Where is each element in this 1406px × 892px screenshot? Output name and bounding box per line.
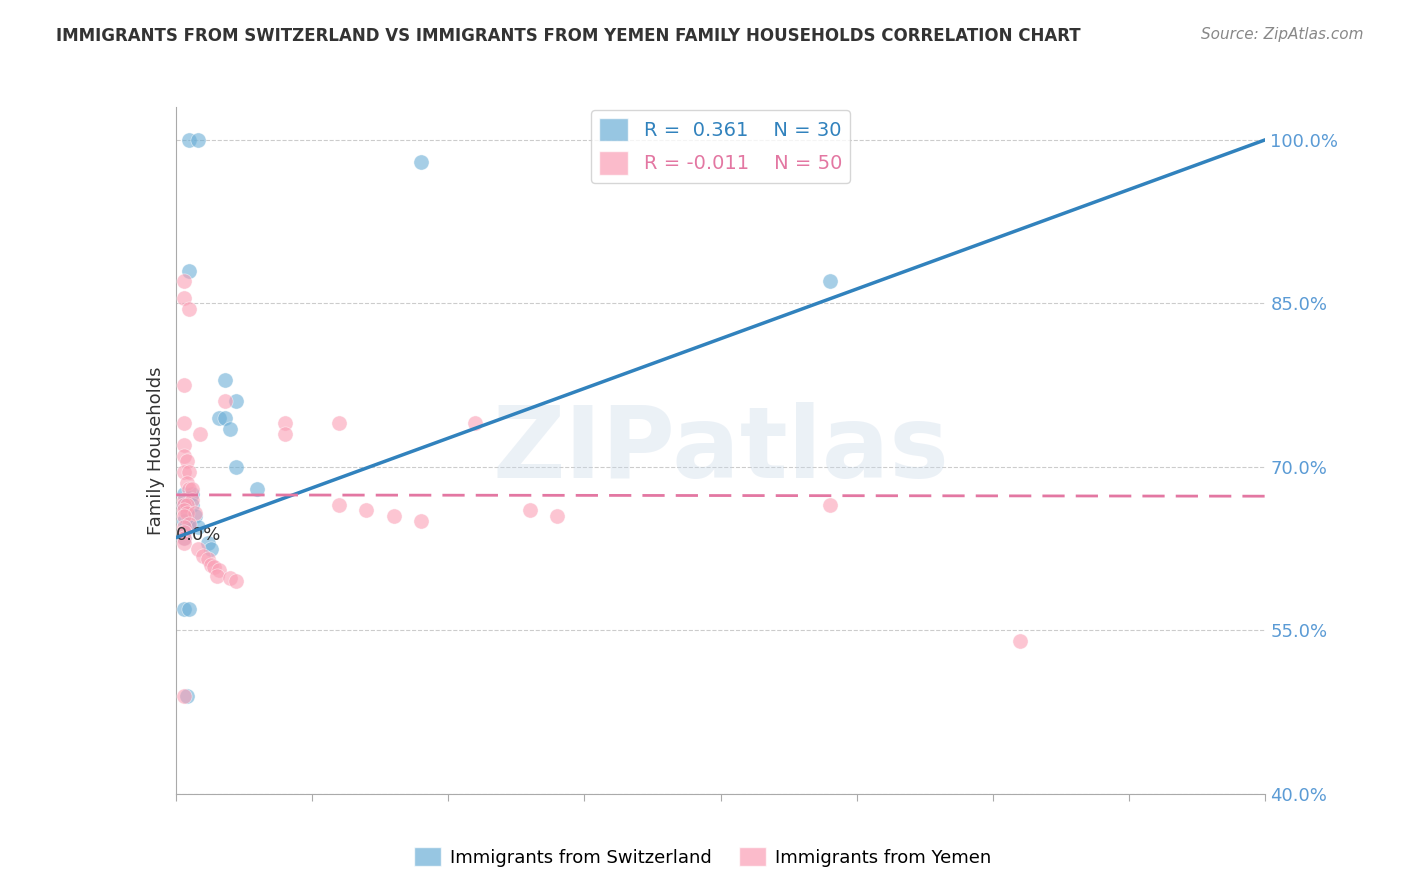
Point — [173, 438, 195, 452]
Point — [205, 569, 228, 583]
Point — [173, 487, 195, 501]
Point — [200, 558, 222, 572]
Point — [181, 487, 204, 501]
Point — [173, 492, 195, 507]
Point — [200, 541, 222, 556]
Point — [246, 482, 269, 496]
Point — [173, 601, 195, 615]
Point — [818, 275, 841, 289]
Point — [176, 506, 198, 520]
Point — [274, 416, 297, 430]
Point — [173, 514, 195, 528]
Legend: Immigrants from Switzerland, Immigrants from Yemen: Immigrants from Switzerland, Immigrants … — [408, 840, 998, 874]
Text: Source: ZipAtlas.com: Source: ZipAtlas.com — [1201, 27, 1364, 42]
Point — [464, 416, 486, 430]
Point — [1364, 634, 1386, 648]
Point — [173, 498, 195, 512]
Point — [1010, 634, 1032, 648]
Point — [173, 378, 195, 392]
Point — [818, 498, 841, 512]
Point — [409, 154, 432, 169]
Point — [173, 498, 195, 512]
Point — [197, 552, 219, 566]
Point — [173, 536, 195, 550]
Point — [179, 601, 201, 615]
Point — [173, 520, 195, 534]
Point — [173, 689, 195, 703]
Point — [173, 525, 195, 540]
Point — [173, 531, 195, 545]
Y-axis label: Family Households: Family Households — [146, 367, 165, 534]
Point — [208, 410, 231, 425]
Point — [179, 520, 201, 534]
Point — [214, 410, 236, 425]
Point — [173, 525, 195, 540]
Point — [173, 508, 195, 523]
Point — [179, 133, 201, 147]
Point — [191, 549, 214, 564]
Point — [179, 465, 201, 479]
Text: 0.0%: 0.0% — [176, 526, 221, 544]
Point — [173, 503, 195, 517]
Text: ZIPatlas: ZIPatlas — [492, 402, 949, 499]
Point — [173, 275, 195, 289]
Text: IMMIGRANTS FROM SWITZERLAND VS IMMIGRANTS FROM YEMEN FAMILY HOUSEHOLDS CORRELATI: IMMIGRANTS FROM SWITZERLAND VS IMMIGRANT… — [56, 27, 1081, 45]
Point — [181, 482, 204, 496]
Point — [173, 531, 195, 545]
Point — [181, 492, 204, 507]
Point — [186, 541, 209, 556]
Point — [219, 422, 242, 436]
Point — [173, 449, 195, 463]
Point — [202, 560, 225, 574]
Point — [176, 476, 198, 491]
Point — [519, 503, 541, 517]
Point — [176, 454, 198, 468]
Point — [179, 516, 201, 531]
Point — [274, 427, 297, 442]
Point — [179, 301, 201, 316]
Point — [173, 465, 195, 479]
Point — [356, 503, 378, 517]
Point — [225, 459, 247, 474]
Point — [188, 427, 211, 442]
Point — [382, 508, 405, 523]
Point — [181, 498, 204, 512]
Point — [546, 508, 568, 523]
Point — [179, 263, 201, 277]
Point — [208, 563, 231, 577]
Point — [225, 574, 247, 589]
Point — [214, 373, 236, 387]
Point — [214, 394, 236, 409]
Point — [197, 536, 219, 550]
Point — [328, 416, 350, 430]
Legend: R =  0.361    N = 30, R = -0.011    N = 50: R = 0.361 N = 30, R = -0.011 N = 50 — [592, 110, 849, 183]
Point — [179, 482, 201, 496]
Point — [176, 503, 198, 517]
Point — [184, 506, 207, 520]
Point — [176, 498, 198, 512]
Point — [176, 689, 198, 703]
Point — [184, 508, 207, 523]
Point — [176, 516, 198, 531]
Point — [173, 416, 195, 430]
Point — [219, 571, 242, 585]
Point — [225, 394, 247, 409]
Point — [409, 514, 432, 528]
Point — [173, 291, 195, 305]
Point — [186, 520, 209, 534]
Point — [186, 133, 209, 147]
Point — [328, 498, 350, 512]
